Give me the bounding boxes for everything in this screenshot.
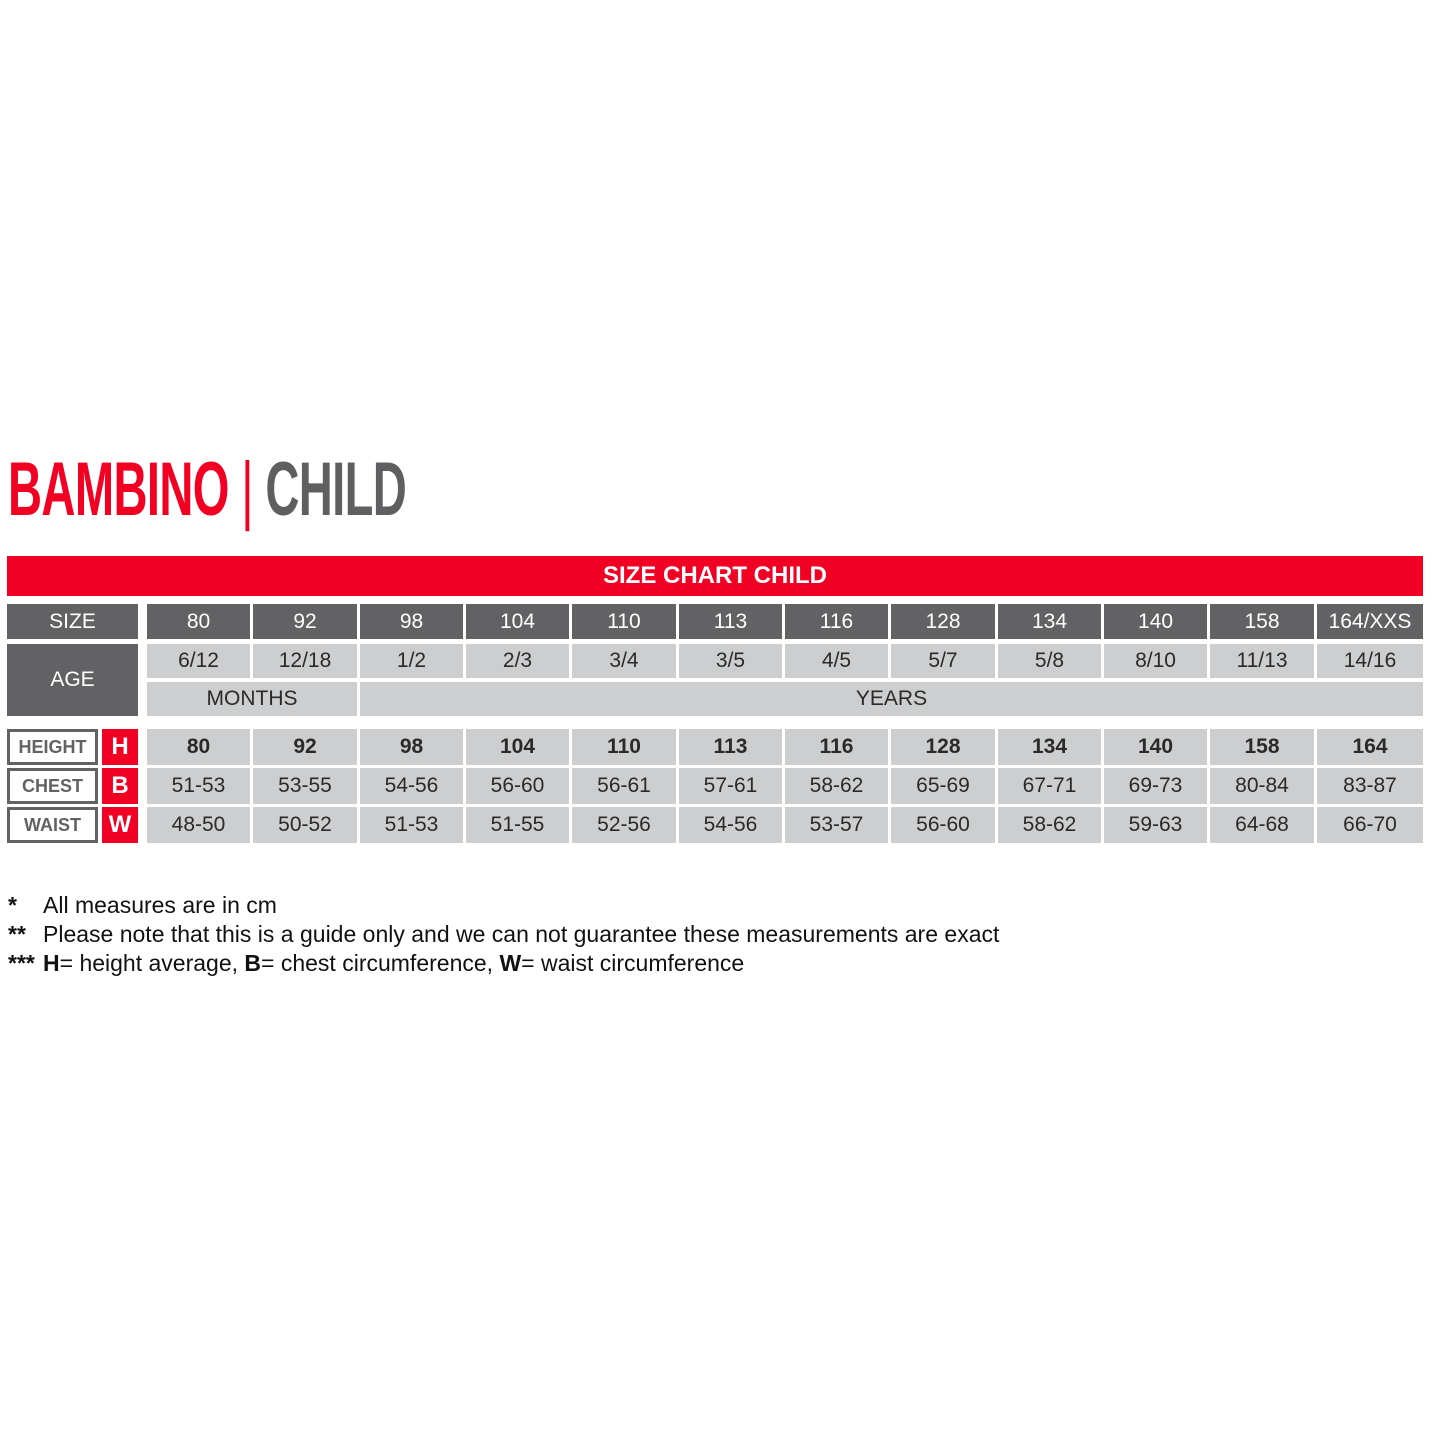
footnote-1: * All measures are in cm: [8, 892, 277, 918]
chest-cell: 69-73: [1104, 768, 1207, 804]
height-cell: 104: [466, 729, 569, 765]
size-cell: 113: [679, 604, 782, 639]
waist-cell: 59-63: [1104, 807, 1207, 843]
age-cell: 12/18: [253, 644, 357, 678]
waist-letter-badge: W: [102, 807, 138, 843]
waist-label: WAIST: [7, 807, 98, 843]
height-cell: 140: [1104, 729, 1207, 765]
age-cell: 14/16: [1317, 644, 1423, 678]
height-label: HEIGHT: [7, 729, 98, 765]
months-label: MONTHS: [147, 682, 357, 716]
waist-cell: 51-53: [360, 807, 463, 843]
waist-cell: 54-56: [679, 807, 782, 843]
height-cell: 92: [253, 729, 357, 765]
height-letter-badge: H: [102, 729, 138, 765]
waist-cell: 48-50: [147, 807, 250, 843]
age-cell: 5/8: [998, 644, 1101, 678]
age-cell: 1/2: [360, 644, 463, 678]
chest-cell: 57-61: [679, 768, 782, 804]
age-cell: 3/4: [572, 644, 676, 678]
height-cell: 110: [572, 729, 676, 765]
age-cell: 5/7: [891, 644, 995, 678]
waist-cell: 52-56: [572, 807, 676, 843]
chest-cell: 80-84: [1210, 768, 1314, 804]
size-cell: 92: [253, 604, 357, 639]
size-label: SIZE: [7, 604, 138, 639]
chest-label: CHEST: [7, 768, 98, 804]
height-cell: 116: [785, 729, 888, 765]
size-cell: 104: [466, 604, 569, 639]
size-cell: 116: [785, 604, 888, 639]
waist-cell: 51-55: [466, 807, 569, 843]
waist-cell: 50-52: [253, 807, 357, 843]
height-cell: 98: [360, 729, 463, 765]
size-cell: 164/XXS: [1317, 604, 1423, 639]
height-cell: 128: [891, 729, 995, 765]
chest-cell: 56-61: [572, 768, 676, 804]
height-cell: 113: [679, 729, 782, 765]
age-label: AGE: [7, 644, 138, 716]
chest-cell: 65-69: [891, 768, 995, 804]
title-separator: |: [241, 447, 253, 532]
page-title: BAMBINO | CHILD: [8, 452, 407, 528]
footnote-3: *** H= height average, B= chest circumfer…: [8, 950, 745, 976]
years-label: YEARS: [360, 682, 1423, 716]
chest-cell: 56-60: [466, 768, 569, 804]
size-cell: 134: [998, 604, 1101, 639]
chest-cell: 54-56: [360, 768, 463, 804]
size-cell: 98: [360, 604, 463, 639]
height-cell: 134: [998, 729, 1101, 765]
title-bambino: BAMBINO: [8, 447, 229, 532]
age-cell: 4/5: [785, 644, 888, 678]
size-cell: 128: [891, 604, 995, 639]
waist-cell: 64-68: [1210, 807, 1314, 843]
footnote-2: ** Please note that this is a guide only …: [8, 921, 1000, 947]
chest-cell: 58-62: [785, 768, 888, 804]
age-cell: 11/13: [1210, 644, 1314, 678]
waist-cell: 66-70: [1317, 807, 1423, 843]
size-cell: 158: [1210, 604, 1314, 639]
waist-cell: 56-60: [891, 807, 995, 843]
age-cell: 6/12: [147, 644, 250, 678]
age-cell: 2/3: [466, 644, 569, 678]
height-cell: 164: [1317, 729, 1423, 765]
chest-cell: 67-71: [998, 768, 1101, 804]
size-cell: 140: [1104, 604, 1207, 639]
waist-cell: 58-62: [998, 807, 1101, 843]
age-cell: 8/10: [1104, 644, 1207, 678]
height-cell: 80: [147, 729, 250, 765]
chest-cell: 51-53: [147, 768, 250, 804]
height-cell: 158: [1210, 729, 1314, 765]
waist-cell: 53-57: [785, 807, 888, 843]
chest-cell: 83-87: [1317, 768, 1423, 804]
chest-letter-badge: B: [102, 768, 138, 804]
size-cell: 110: [572, 604, 676, 639]
age-cell: 3/5: [679, 644, 782, 678]
chest-cell: 53-55: [253, 768, 357, 804]
size-chart-banner: SIZE CHART CHILD: [7, 556, 1423, 596]
size-cell: 80: [147, 604, 250, 639]
title-child: CHILD: [265, 447, 407, 532]
